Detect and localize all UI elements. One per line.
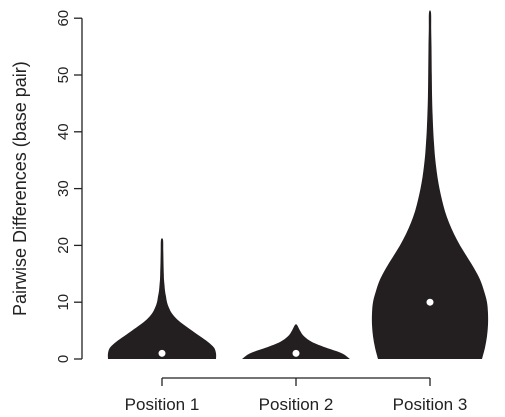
x-category-label: Position 2 — [259, 395, 334, 414]
median-marker — [426, 298, 434, 306]
x-category-label: Position 3 — [393, 395, 468, 414]
median-marker — [292, 349, 300, 357]
y-tick-label: 50 — [55, 67, 72, 84]
y-tick-label: 0 — [55, 355, 72, 363]
violin-1 — [107, 238, 217, 359]
median-marker — [158, 349, 166, 357]
y-tick-label: 40 — [55, 123, 72, 140]
y-axis: 0 10 20 30 40 50 60 — [55, 10, 83, 363]
x-axis: Position 1 Position 2 Position 3 — [125, 377, 468, 414]
violin-2 — [242, 324, 350, 359]
y-tick-label: 60 — [55, 10, 72, 27]
y-tick-label: 30 — [55, 180, 72, 197]
x-category-label: Position 1 — [125, 395, 200, 414]
violin-group — [107, 10, 489, 359]
y-axis-title: Pairwise Differences (base pair) — [10, 61, 30, 316]
violin-3 — [371, 10, 489, 359]
y-tick-label: 20 — [55, 237, 72, 254]
y-tick-label: 10 — [55, 294, 72, 311]
